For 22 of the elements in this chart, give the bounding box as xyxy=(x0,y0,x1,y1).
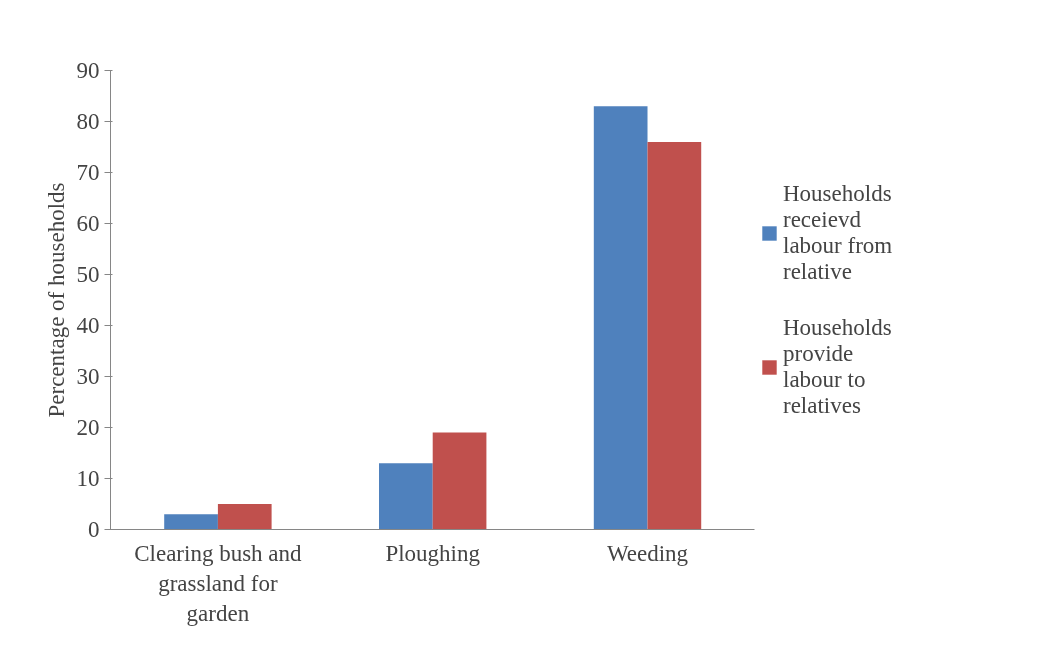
y-tick-label: 10 xyxy=(76,466,100,491)
y-tick-label: 70 xyxy=(76,160,100,185)
legend-label: Households provide labour to relatives xyxy=(783,315,892,419)
x-tick-label: Weeding xyxy=(606,540,689,566)
x-tick-label: Clearing bush and grassland for garden xyxy=(134,540,303,626)
y-axis-title: Percentage of households xyxy=(43,182,69,418)
y-tick-label: 90 xyxy=(76,58,100,83)
y-tick-label: 60 xyxy=(76,211,100,236)
bar xyxy=(593,106,648,530)
bar xyxy=(647,141,702,530)
bar xyxy=(379,463,433,530)
y-tick-label: 20 xyxy=(76,415,100,440)
y-tick-label: 50 xyxy=(76,262,100,287)
y-tick-label: 80 xyxy=(76,109,100,134)
y-tick-label: 40 xyxy=(76,313,100,338)
bar xyxy=(432,432,487,530)
legend-label: Households receievd labour from relative xyxy=(783,181,893,285)
bar xyxy=(164,514,218,530)
x-tick-label: Ploughing xyxy=(385,540,481,566)
y-tick-label: 30 xyxy=(76,364,100,389)
y-tick-label: 0 xyxy=(88,517,100,542)
bar xyxy=(217,504,272,530)
